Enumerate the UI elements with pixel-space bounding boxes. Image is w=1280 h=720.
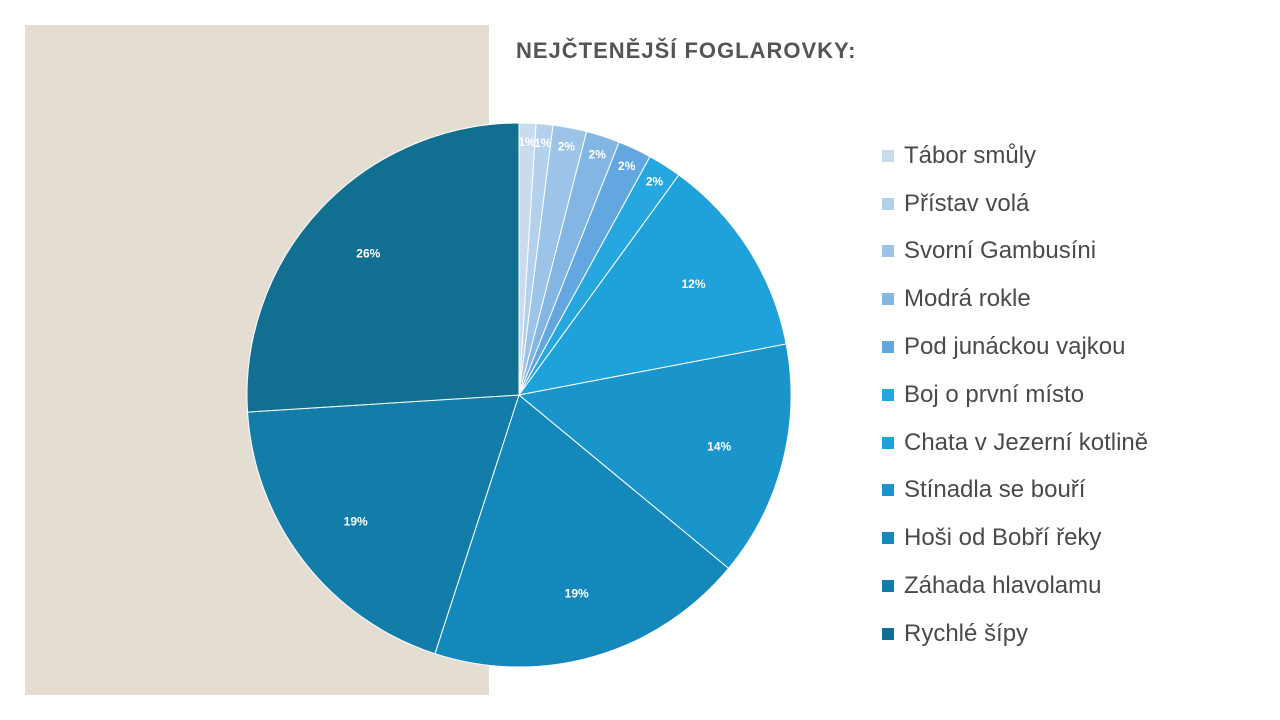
legend-item: Chata v Jezerní kotlině bbox=[882, 419, 1148, 467]
legend-swatch bbox=[882, 197, 894, 210]
legend-swatch bbox=[882, 149, 894, 162]
slice-label: 1% bbox=[534, 136, 552, 150]
legend-item: Hoši od Bobří řeky bbox=[882, 514, 1148, 562]
legend-swatch bbox=[882, 436, 894, 449]
legend-swatch bbox=[882, 627, 894, 640]
legend-item: Přístav volá bbox=[882, 180, 1148, 228]
pie-slice bbox=[247, 394, 520, 655]
legend-swatch bbox=[882, 580, 894, 593]
legend-swatch bbox=[882, 245, 894, 258]
slice-label: 2% bbox=[558, 140, 576, 154]
legend-label: Pod junáckou vajkou bbox=[904, 333, 1126, 361]
legend-swatch bbox=[882, 484, 894, 497]
legend-item: Stínadla se bouří bbox=[882, 467, 1148, 515]
legend-item: Boj o první místo bbox=[882, 371, 1148, 419]
legend-label: Tábor smůly bbox=[904, 141, 1037, 169]
legend-item: Pod junáckou vajkou bbox=[882, 323, 1148, 371]
legend-label: Rychlé šípy bbox=[904, 619, 1029, 647]
slice-label: 19% bbox=[565, 587, 589, 601]
pie-slice bbox=[434, 394, 730, 668]
legend-label: Hoši od Bobří řeky bbox=[904, 524, 1102, 552]
legend-label: Modrá rokle bbox=[904, 285, 1031, 313]
pie-slice bbox=[246, 122, 520, 413]
legend-swatch bbox=[882, 532, 894, 545]
legend-label: Stínadla se bouří bbox=[904, 476, 1086, 504]
pie-slice bbox=[517, 174, 787, 396]
slice-label: 14% bbox=[707, 439, 731, 453]
legend-swatch bbox=[882, 293, 894, 306]
legend-item: Záhada hlavolamu bbox=[882, 562, 1148, 610]
legend-item: Tábor smůly bbox=[882, 132, 1148, 180]
legend-item: Modrá rokle bbox=[882, 275, 1148, 323]
slice-label: 2% bbox=[589, 147, 607, 161]
legend-item: Svorní Gambusíni bbox=[882, 228, 1148, 276]
legend-item: Rychlé šípy bbox=[882, 610, 1148, 658]
slice-label: 2% bbox=[646, 174, 664, 188]
legend-label: Svorní Gambusíni bbox=[904, 237, 1097, 265]
slice-label: 12% bbox=[681, 277, 705, 291]
legend-label: Chata v Jezerní kotlině bbox=[904, 428, 1149, 456]
legend-label: Boj o první místo bbox=[904, 380, 1085, 408]
chart-title: NEJČTENĚJŠÍ FOGLAROVKY: bbox=[516, 38, 857, 63]
slice-label: 1% bbox=[518, 135, 536, 149]
legend-label: Přístav volá bbox=[904, 189, 1030, 217]
slice-label: 2% bbox=[618, 159, 636, 173]
legend-swatch bbox=[882, 341, 894, 354]
legend-label: Záhada hlavolamu bbox=[904, 572, 1102, 600]
legend-swatch bbox=[882, 388, 894, 401]
slice-label: 26% bbox=[356, 247, 380, 261]
slice-label: 19% bbox=[344, 515, 368, 529]
chart-legend: Tábor smůly Přístav volá Svorní Gambusíni M… bbox=[882, 132, 1148, 658]
pie-slice bbox=[517, 343, 792, 570]
